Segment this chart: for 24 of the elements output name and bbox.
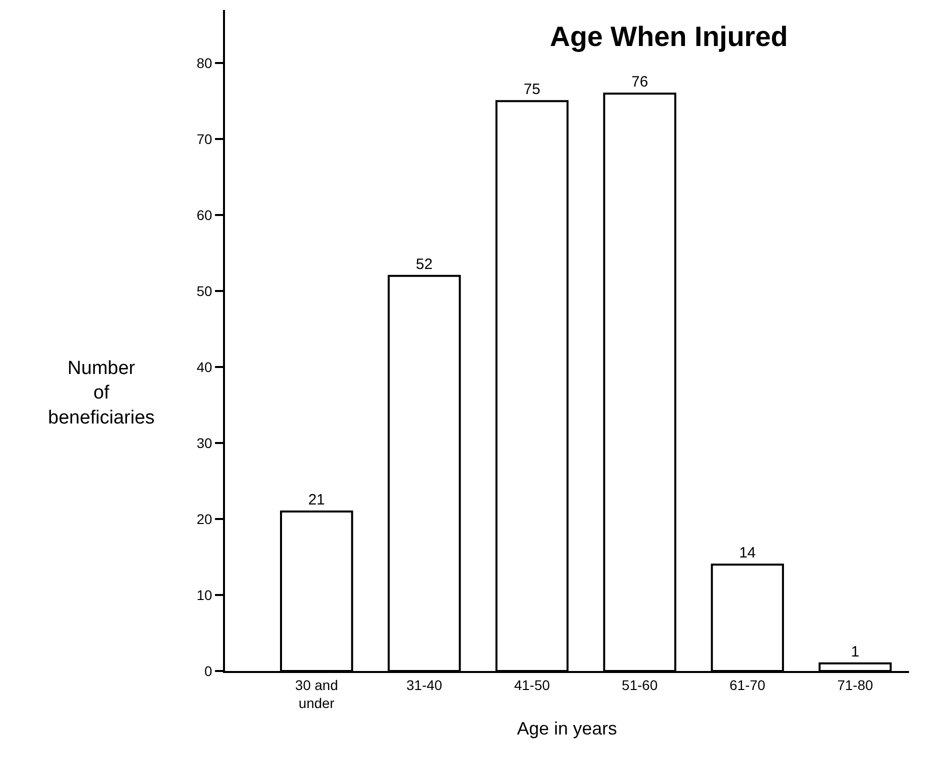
data-label: 75 — [524, 81, 540, 98]
data-label: 14 — [739, 544, 756, 562]
x-axis-title: Age in years — [516, 718, 618, 739]
x-tick-label: 71-80 — [837, 676, 874, 693]
y-tick-label: 50 — [196, 283, 212, 300]
x-tick-label: 31-40 — [406, 676, 442, 693]
y-tick-label: 10 — [196, 586, 212, 603]
x-tick-label: 30 and under — [295, 676, 338, 711]
data-label: 1 — [850, 643, 860, 660]
x-tick-label: 61-70 — [730, 676, 766, 693]
chart-title: Age When Injured — [550, 21, 788, 52]
y-tick-label: 0 — [204, 662, 212, 679]
data-label: 21 — [308, 491, 325, 508]
y-tick-label: 80 — [196, 55, 212, 72]
data-label: 52 — [416, 256, 433, 273]
data-label: 76 — [631, 74, 648, 91]
x-tick-label: 41-50 — [514, 676, 550, 693]
y-tick-label: 70 — [196, 131, 212, 148]
x-tick-label: 51-60 — [622, 676, 658, 693]
y-tick-label: 60 — [196, 207, 212, 224]
y-tick-label: 40 — [196, 358, 212, 375]
y-tick-label: 30 — [196, 434, 212, 451]
y-axis-title: Number of beneficiaries — [48, 358, 155, 428]
y-tick-label: 20 — [196, 510, 212, 527]
